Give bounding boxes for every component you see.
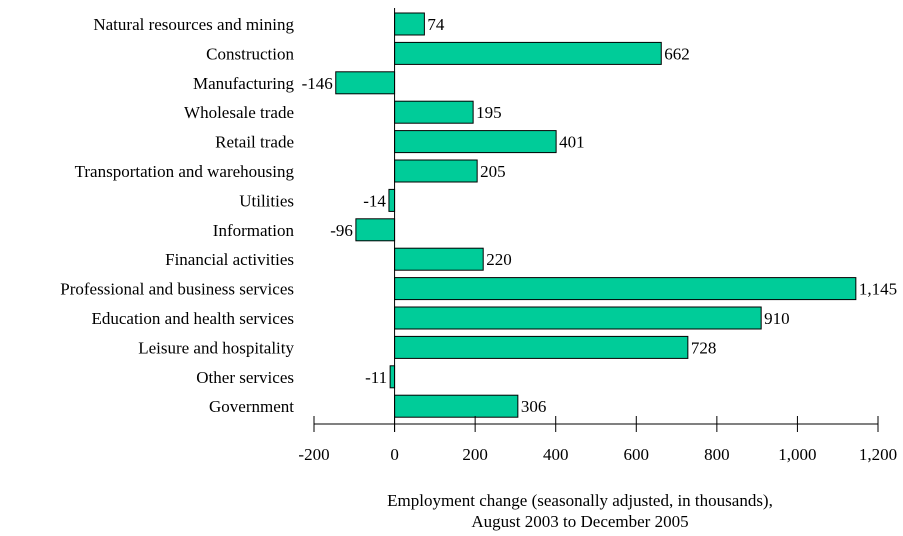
category-label: Education and health services [91, 309, 294, 328]
x-tick-label: 800 [704, 445, 730, 464]
category-label: Natural resources and mining [93, 15, 294, 34]
category-label: Utilities [239, 191, 294, 210]
bar [394, 247, 484, 271]
bar [394, 12, 425, 36]
value-labels: 74 662 -146 195 401 205 -14 -96 220 1,145 910 728 -1… [302, 15, 898, 416]
bar-value-label: -14 [363, 191, 386, 210]
category-label: Retail trade [215, 133, 294, 152]
bar-value-label: 728 [691, 338, 717, 357]
category-label: Professional and business services [60, 280, 294, 299]
bar-value-label: 205 [480, 162, 506, 181]
bar [394, 130, 557, 154]
bar [388, 188, 396, 212]
category-labels: Natural resources and mining Construction… [60, 15, 294, 416]
category-label: Financial activities [165, 250, 294, 269]
x-tick-label: 600 [624, 445, 650, 464]
category-label: Transportation and warehousing [75, 162, 295, 181]
bar-value-label: -11 [365, 368, 387, 387]
bar [394, 394, 519, 418]
bar-value-label: 401 [559, 133, 585, 152]
bar [394, 277, 857, 301]
category-label: Government [209, 397, 294, 416]
x-tick-label: 1,200 [859, 445, 897, 464]
bar-value-label: 220 [486, 250, 512, 269]
x-tick-label: 200 [462, 445, 488, 464]
bar-value-label: -96 [330, 221, 353, 240]
x-axis: -200 0 200 400 600 800 1,000 1,200 [298, 8, 897, 464]
bar [394, 100, 474, 124]
bar-value-label: -146 [302, 74, 333, 93]
bar [394, 335, 689, 359]
bar-value-label: 195 [476, 103, 502, 122]
bar-value-label: 910 [764, 309, 790, 328]
x-axis-title-line-1: Employment change (seasonally adjusted, … [387, 491, 773, 510]
bar-value-label: 74 [427, 15, 445, 34]
bar-value-label: 1,145 [859, 280, 897, 299]
category-label: Other services [196, 368, 294, 387]
x-axis-title-line-2: August 2003 to December 2005 [471, 512, 689, 531]
bar [335, 71, 396, 95]
bar [355, 218, 396, 242]
category-label: Information [213, 221, 295, 240]
x-axis-title: Employment change (seasonally adjusted, … [300, 490, 860, 532]
bar-value-label: 662 [664, 44, 690, 63]
bar [389, 365, 396, 389]
bars-group [335, 12, 857, 418]
category-label: Manufacturing [193, 74, 295, 93]
bar [394, 159, 478, 183]
bar-value-label: 306 [521, 397, 547, 416]
x-tick-label: 1,000 [778, 445, 816, 464]
category-label: Construction [206, 44, 294, 63]
x-tick-label: -200 [298, 445, 329, 464]
x-tick-label: 400 [543, 445, 569, 464]
bar [394, 306, 762, 330]
bar [394, 41, 662, 65]
x-tick-label: 0 [390, 445, 399, 464]
category-label: Wholesale trade [184, 103, 294, 122]
category-label: Leisure and hospitality [138, 338, 294, 357]
